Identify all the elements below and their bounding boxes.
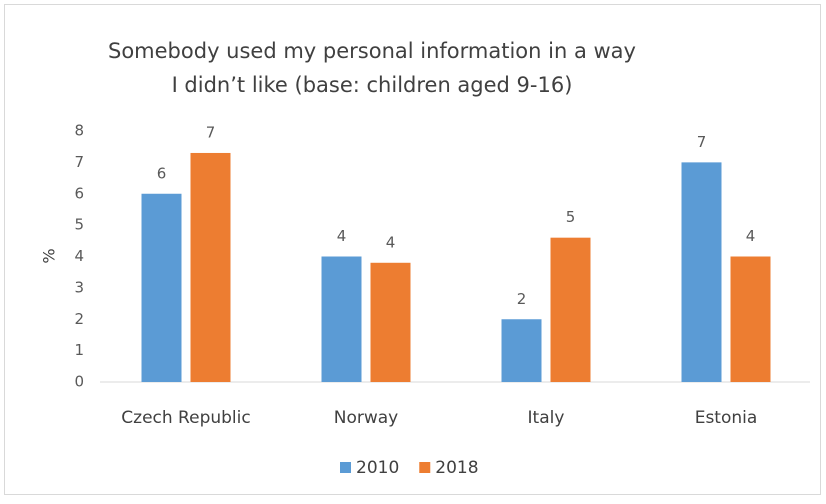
- value-label: 2: [517, 290, 527, 308]
- y-tick-label: 6: [74, 184, 84, 202]
- x-tick-label: Norway: [334, 408, 399, 428]
- y-tick-label: 5: [74, 216, 84, 234]
- bar: [550, 237, 591, 382]
- legend-swatch: [340, 462, 351, 473]
- chart-title: Somebody used my personal information in…: [108, 39, 636, 63]
- legend-swatch: [419, 462, 431, 473]
- value-label: 7: [206, 123, 216, 141]
- x-tick-label: Italy: [528, 408, 565, 428]
- legend-label: 2010: [356, 458, 399, 478]
- y-tick-label: 8: [74, 122, 84, 140]
- chart-title: I didn’t like (base: children aged 9-16): [172, 73, 573, 97]
- y-tick-label: 0: [74, 373, 84, 391]
- x-tick-label: Czech Republic: [121, 408, 250, 428]
- value-label: 6: [157, 164, 167, 182]
- bar: [501, 319, 542, 382]
- y-tick-label: 3: [74, 278, 84, 296]
- y-tick-label: 4: [74, 247, 84, 265]
- value-label: 7: [697, 133, 707, 151]
- bar: [141, 193, 182, 382]
- legend-label: 2018: [435, 458, 478, 478]
- y-axis-label: %: [40, 248, 59, 263]
- value-label: 4: [746, 227, 756, 245]
- bar: [370, 262, 411, 382]
- bar: [681, 162, 722, 382]
- y-tick-label: 2: [74, 310, 84, 328]
- y-tick-label: 1: [74, 341, 84, 359]
- y-tick-label: 7: [74, 153, 84, 171]
- bar: [321, 256, 362, 382]
- bar: [730, 256, 771, 382]
- value-label: 4: [386, 233, 396, 251]
- bar: [190, 152, 231, 382]
- x-tick-label: Estonia: [695, 408, 758, 428]
- value-label: 4: [337, 227, 347, 245]
- value-label: 5: [566, 208, 576, 226]
